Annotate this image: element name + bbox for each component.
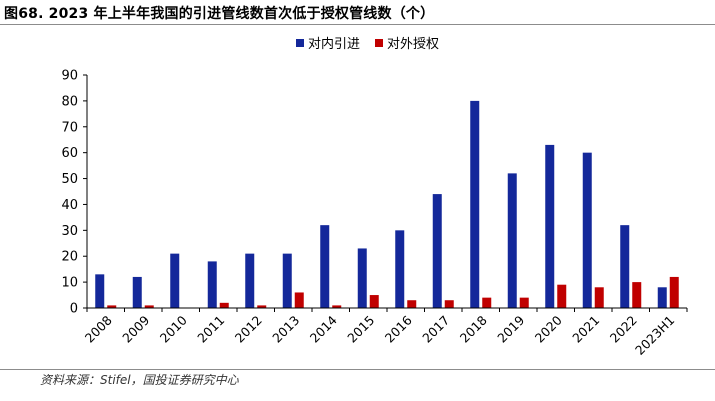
- bar-out-2021: [594, 287, 604, 308]
- bar-in-2022: [620, 225, 630, 308]
- x-axis: 2008 2009 2010 2011 2012 2013 2014 2015 2016 2017…: [82, 307, 688, 358]
- bar-in-2017: [432, 194, 442, 308]
- title-rule: [0, 24, 715, 25]
- bar-out-2017: [444, 300, 454, 308]
- y-tick-label: 50: [61, 172, 78, 187]
- bar-in-2019: [507, 173, 517, 308]
- x-tick-label: 2016: [382, 312, 415, 345]
- legend-label-in: 对内引进: [308, 36, 360, 52]
- bar-in-2013: [282, 253, 292, 308]
- x-tick-label: 2018: [457, 312, 490, 345]
- y-tick-label: 70: [61, 120, 78, 135]
- bar-in-2018: [470, 100, 480, 308]
- bar-out-2018: [482, 297, 492, 308]
- bar-in-2009: [132, 276, 142, 308]
- bar-in-2015: [357, 248, 367, 308]
- x-tick-label: 2008: [82, 312, 115, 345]
- y-tick-label: 20: [61, 250, 78, 265]
- bar-series: [95, 100, 679, 308]
- x-tick-label: 2015: [344, 313, 377, 346]
- x-tick-label: 2014: [307, 312, 340, 345]
- bar-out-2019: [519, 297, 529, 308]
- bar-in-2008: [95, 274, 105, 308]
- y-axis: 0 10 20 30 40 50 60 70 80 90: [61, 69, 88, 317]
- y-tick-label: 40: [61, 198, 78, 213]
- x-tick-label: 2020: [532, 312, 565, 345]
- source-note: 资料来源：Stifel，国投证券研究中心: [40, 373, 239, 387]
- bar-in-2012: [245, 253, 255, 308]
- bar-out-2023H1: [669, 276, 679, 308]
- bar-in-2014: [320, 225, 330, 308]
- y-tick-label: 90: [61, 69, 78, 84]
- bar-out-2016: [407, 300, 417, 308]
- bar-out-2014: [332, 305, 342, 308]
- x-tick-label: 2012: [232, 313, 265, 346]
- x-tick-label: 2022: [607, 313, 640, 346]
- bar-out-2020: [557, 284, 567, 308]
- x-tick-label: 2021: [569, 313, 602, 346]
- bar-out-2013: [294, 292, 304, 308]
- bar-out-2012: [257, 305, 267, 308]
- x-tick-label: 2009: [119, 312, 152, 345]
- x-tick-label: 2023H1: [632, 313, 677, 358]
- y-tick-label: 30: [61, 224, 78, 239]
- x-tick-label: 2013: [269, 313, 302, 346]
- bar-out-2008: [107, 305, 117, 308]
- y-tick-label: 10: [61, 276, 78, 291]
- y-tick-label: 0: [70, 302, 78, 317]
- source-rule: [0, 369, 715, 370]
- bar-in-2023H1: [657, 287, 667, 308]
- bar-out-2011: [219, 302, 229, 308]
- bar-in-2020: [545, 144, 555, 308]
- bar-out-2009: [144, 305, 154, 308]
- chart-legend: 对内引进 对外授权: [296, 36, 439, 52]
- x-tick-label: 2011: [194, 313, 227, 346]
- y-tick-label: 80: [61, 94, 78, 109]
- x-tick-label: 2010: [157, 312, 190, 345]
- x-tick-label: 2017: [419, 313, 452, 346]
- legend-swatch-in: [296, 39, 304, 47]
- legend-label-out: 对外授权: [387, 36, 439, 52]
- legend-swatch-out: [375, 39, 383, 47]
- x-tick-label: 2019: [494, 312, 527, 345]
- bar-in-2010: [170, 253, 180, 308]
- bar-in-2011: [207, 261, 217, 308]
- bar-out-2022: [632, 282, 642, 308]
- y-tick-label: 60: [61, 146, 78, 161]
- bar-in-2016: [395, 230, 405, 308]
- figure-title: 图68. 2023 年上半年我国的引进管线数首次低于授权管线数（个）: [4, 6, 435, 22]
- bar-in-2021: [582, 152, 592, 308]
- bar-out-2015: [369, 295, 379, 308]
